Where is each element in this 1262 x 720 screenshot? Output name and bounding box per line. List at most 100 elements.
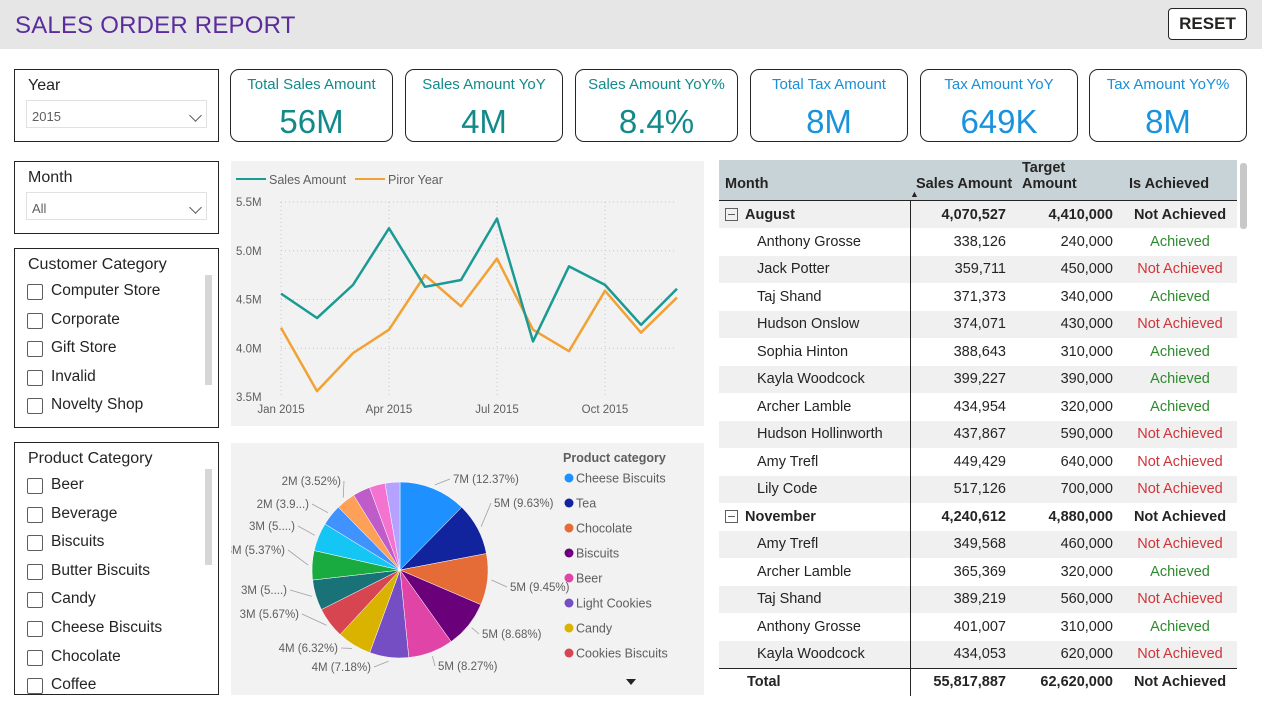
pie-slice bbox=[399, 481, 463, 571]
y-tick-label: 3.5M bbox=[236, 392, 262, 404]
customer-category-scrollbar[interactable] bbox=[205, 275, 212, 385]
collapse-icon[interactable] bbox=[725, 208, 738, 221]
legend-marker bbox=[564, 598, 574, 608]
pie-leader-line bbox=[480, 502, 492, 527]
customer-category-option[interactable]: Invalid bbox=[27, 368, 160, 397]
pie-legend-item: Light Cookies bbox=[576, 597, 652, 611]
product-category-option[interactable]: Beer bbox=[27, 476, 162, 505]
customer-category-option[interactable]: Corporate bbox=[27, 311, 160, 340]
customer-category-list: Computer Store Corporate Gift Store Invalid… bbox=[27, 282, 160, 425]
product-category-option[interactable]: Biscuits bbox=[27, 533, 162, 562]
y-tick-label: 5.5M bbox=[236, 197, 262, 209]
total-status-cell: Not Achieved bbox=[1123, 667, 1237, 696]
kpi-sales-amount-yoy: Sales Amount YoY 4M bbox=[405, 69, 563, 142]
total-sales-cell: 55,817,887 bbox=[910, 667, 1016, 696]
matrix-table: Month Sales Amount ▲ Target Amount Is Ac… bbox=[719, 160, 1237, 696]
is-achieved-cell: Not Achieved bbox=[1123, 585, 1237, 613]
kpi-label: Sales Amount YoY% bbox=[588, 76, 725, 93]
pie-leader-line bbox=[342, 480, 345, 498]
product-category-option[interactable]: Beverage bbox=[27, 505, 162, 534]
month-slicer-title: Month bbox=[28, 169, 73, 186]
month-dropdown[interactable]: All bbox=[26, 192, 207, 220]
product-category-scrollbar[interactable] bbox=[205, 469, 212, 565]
pie-legend-item: Beer bbox=[576, 572, 602, 586]
customer-category-option[interactable]: Novelty Shop bbox=[27, 396, 160, 425]
row-label: Sophia Hinton bbox=[757, 343, 849, 360]
customer-category-option[interactable]: Computer Store bbox=[27, 282, 160, 311]
column-header-sales-amount[interactable]: Sales Amount ▲ bbox=[910, 160, 1016, 201]
matrix-scrollbar[interactable] bbox=[1240, 163, 1247, 229]
total-label-cell: Total bbox=[719, 667, 911, 696]
sales-amount-cell: 449,429 bbox=[953, 453, 1006, 470]
salesperson-cell: Anthony Grosse bbox=[719, 613, 911, 641]
reset-button[interactable]: RESET bbox=[1168, 8, 1247, 40]
sales-amount-cell: 371,373 bbox=[953, 288, 1006, 305]
customer-category-option[interactable]: Gift Store bbox=[27, 339, 160, 368]
checkbox[interactable] bbox=[27, 478, 43, 494]
column-header-is-achieved[interactable]: Is Achieved bbox=[1123, 160, 1237, 201]
checkbox[interactable] bbox=[27, 620, 43, 637]
product-category-list: Beer Beverage Biscuits Butter Biscuits Candy… bbox=[27, 476, 162, 705]
is-achieved-cell: Not Achieved bbox=[1123, 640, 1237, 668]
checkbox[interactable] bbox=[27, 678, 43, 695]
checkbox[interactable] bbox=[27, 284, 43, 300]
is-achieved-cell: Achieved bbox=[1150, 563, 1210, 580]
legend-marker bbox=[564, 548, 574, 558]
customer-category-option-label: Invalid bbox=[51, 367, 96, 385]
matrix-row: Amy Trefl 449,429 640,000 Not Achieved bbox=[719, 448, 1237, 476]
matrix-row: Lily Code 517,126 700,000 Not Achieved bbox=[719, 475, 1237, 503]
pie-leader-line bbox=[434, 478, 451, 486]
pie-legend-item: Biscuits bbox=[576, 547, 619, 561]
checkbox[interactable] bbox=[27, 398, 43, 415]
product-category-slicer: Product Category Beer Beverage Biscuits But… bbox=[14, 442, 219, 695]
x-tick-label: Jul 2015 bbox=[475, 404, 518, 416]
row-label: Archer Lamble bbox=[757, 563, 852, 580]
product-category-option[interactable]: Butter Biscuits bbox=[27, 562, 162, 591]
collapse-icon[interactable] bbox=[725, 510, 738, 524]
checkbox[interactable] bbox=[27, 506, 43, 523]
pie-data-label: 5M (9.45%) bbox=[510, 582, 570, 594]
column-header-month[interactable]: Month bbox=[719, 160, 910, 201]
legend-label: Sales Amount bbox=[269, 173, 347, 187]
product-category-option[interactable]: Cheese Biscuits bbox=[27, 619, 162, 648]
row-label: Taj Shand bbox=[757, 288, 822, 305]
product-category-option[interactable]: Candy bbox=[27, 590, 162, 619]
total-target-cell: 62,620,000 bbox=[1016, 667, 1123, 696]
column-header-target-amount[interactable]: Target Amount bbox=[1016, 160, 1123, 201]
matrix-row: Sophia Hinton 388,643 310,000 Achieved bbox=[719, 338, 1237, 366]
line-chart-panel: Sales Amount Piror Year 5.5M 5.0M 4.5M 4.0M 3.… bbox=[231, 161, 704, 426]
checkbox[interactable] bbox=[27, 312, 43, 329]
checkbox[interactable] bbox=[27, 535, 43, 552]
product-category-option-label: Biscuits bbox=[51, 533, 105, 551]
sales-amount-cell: 401,007 bbox=[953, 618, 1006, 635]
salesperson-cell: Amy Trefl bbox=[719, 530, 911, 558]
target-amount-cell: 560,000 bbox=[1016, 585, 1123, 613]
checkbox[interactable] bbox=[27, 341, 43, 358]
product-category-option[interactable]: Coffee bbox=[27, 676, 162, 705]
salesperson-cell: Sophia Hinton bbox=[719, 338, 911, 366]
matrix-row: Hudson Onslow 374,071 430,000 Not Achieved bbox=[719, 310, 1237, 338]
is-achieved-cell: Not Achieved bbox=[1123, 420, 1237, 448]
checkbox[interactable] bbox=[27, 369, 43, 386]
sales-amount-cell: 359,711 bbox=[910, 255, 1016, 283]
pie-slice bbox=[384, 481, 401, 571]
matrix-row: Kayla Woodcock 434,053 620,000 Not Achieved bbox=[719, 640, 1237, 668]
product-category-option[interactable]: Chocolate bbox=[27, 648, 162, 677]
pie-leader-line bbox=[373, 660, 389, 668]
pie-legend-item: Tea bbox=[576, 497, 596, 511]
checkbox[interactable] bbox=[27, 563, 43, 580]
checkbox[interactable] bbox=[27, 649, 43, 666]
salesperson-cell: Hudson Hollinworth bbox=[719, 420, 911, 448]
matrix-row: Archer Lamble 365,369 320,000 Achieved bbox=[719, 558, 1237, 586]
is-achieved-cell: Not Achieved bbox=[1123, 530, 1237, 558]
x-tick-label: Apr 2015 bbox=[366, 404, 413, 416]
pie-leader-line bbox=[471, 627, 480, 635]
target-amount-cell: 340,000 bbox=[1060, 288, 1113, 305]
pie-legend-item: Candy bbox=[576, 622, 613, 636]
product-category-title: Product Category bbox=[28, 450, 153, 467]
checkbox[interactable] bbox=[27, 592, 43, 609]
target-amount-cell: 390,000 bbox=[1016, 365, 1123, 393]
kpi-label: Total Sales Amount bbox=[247, 76, 376, 93]
legend-more-icon[interactable] bbox=[626, 679, 636, 685]
year-dropdown[interactable]: 2015 bbox=[26, 100, 207, 128]
